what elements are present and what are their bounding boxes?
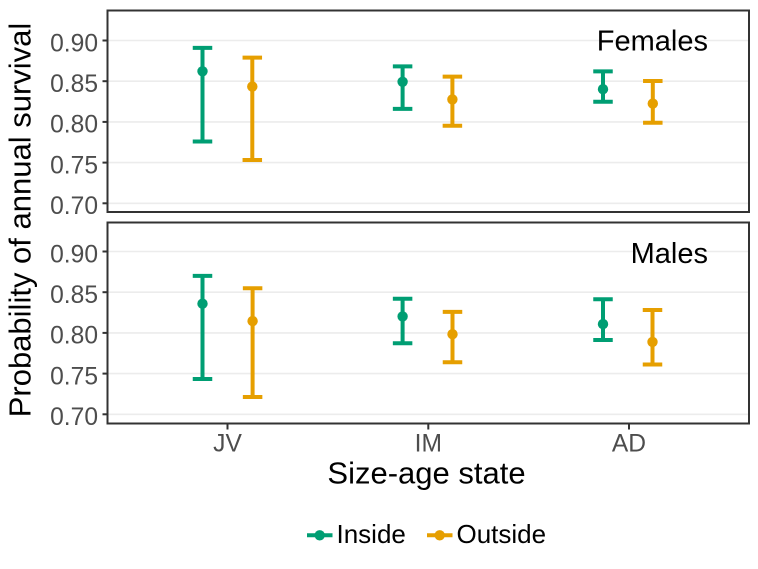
svg-text:Females: Females xyxy=(597,26,708,58)
svg-text:Size-age state: Size-age state xyxy=(327,456,525,491)
svg-text:AD: AD xyxy=(612,431,646,458)
svg-text:0.70: 0.70 xyxy=(50,404,98,431)
svg-text:0.75: 0.75 xyxy=(50,152,98,179)
svg-text:JV: JV xyxy=(213,431,242,458)
svg-text:0.85: 0.85 xyxy=(50,71,98,98)
svg-text:Inside: Inside xyxy=(337,519,406,549)
svg-text:0.70: 0.70 xyxy=(50,193,98,220)
svg-text:0.90: 0.90 xyxy=(50,241,98,268)
svg-text:0.90: 0.90 xyxy=(50,30,98,57)
svg-text:Probability of annual survival: Probability of annual survival xyxy=(3,23,38,418)
svg-text:IM: IM xyxy=(415,431,442,458)
svg-text:0.75: 0.75 xyxy=(50,363,98,390)
svg-text:0.80: 0.80 xyxy=(50,323,98,350)
svg-text:0.80: 0.80 xyxy=(50,112,98,139)
svg-text:Males: Males xyxy=(631,238,708,270)
svg-text:Outside: Outside xyxy=(457,519,547,549)
svg-text:0.85: 0.85 xyxy=(50,282,98,309)
